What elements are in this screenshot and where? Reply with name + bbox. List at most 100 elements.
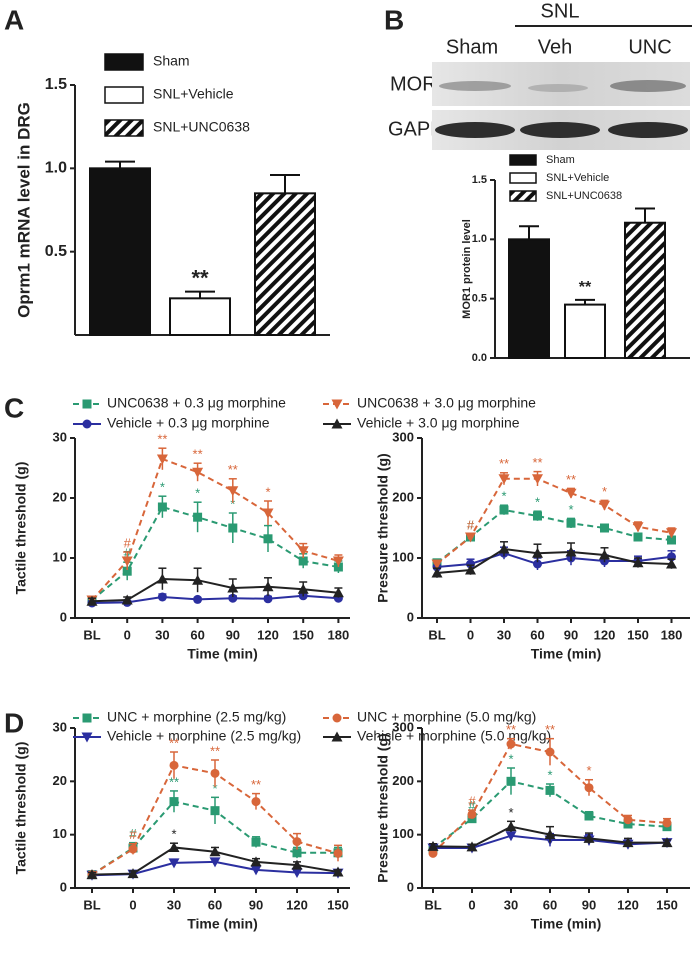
marker	[227, 582, 239, 593]
annotation: **	[191, 265, 209, 290]
blot-image	[432, 62, 690, 150]
y-tick-label: 100	[392, 549, 414, 564]
marker	[332, 587, 344, 598]
marker	[250, 865, 262, 876]
legend-label: SNL+UNC0638	[153, 119, 250, 135]
marker	[498, 474, 510, 485]
marker	[584, 811, 594, 821]
annotation: *	[501, 489, 506, 504]
x-tick-label: 30	[167, 897, 181, 912]
legend-label: Vehicle + 3.0 μg morphine	[357, 415, 520, 431]
y-tick-label: 0	[407, 879, 414, 894]
marker	[583, 832, 595, 843]
marker	[599, 549, 610, 560]
marker	[192, 467, 204, 478]
marker	[505, 821, 517, 832]
panel-letter: B	[384, 4, 404, 35]
annotation: *	[586, 763, 591, 778]
x-tick-label: 150	[627, 627, 649, 642]
marker	[298, 556, 308, 566]
annotation: *	[212, 781, 217, 796]
x-tick-label: 0	[467, 627, 474, 642]
y-tick-label: 100	[392, 826, 414, 841]
x-tick-label: BL	[83, 897, 100, 912]
bar	[564, 303, 606, 360]
annotation: **	[251, 777, 261, 792]
marker	[210, 768, 220, 778]
marker	[545, 747, 555, 757]
x-tick-label: 150	[327, 897, 349, 912]
annotation: **	[545, 722, 555, 737]
annotation: *	[535, 495, 540, 510]
legend-label: SNL+Vehicle	[546, 172, 609, 184]
legend-label: UNC + morphine (5.0 mg/kg)	[357, 709, 536, 725]
x-tick-label: 90	[564, 627, 578, 642]
marker	[533, 559, 542, 569]
x-tick-label: 60	[530, 627, 544, 642]
marker	[533, 511, 542, 521]
x-tick-label: BL	[424, 897, 441, 912]
marker	[169, 797, 179, 807]
lane-label: UNC	[628, 36, 671, 58]
marker	[467, 809, 477, 819]
y-tick-label: 10	[53, 549, 67, 564]
annotation: #	[129, 827, 137, 842]
bar	[169, 297, 231, 337]
marker	[193, 594, 203, 604]
annotation: **	[579, 279, 592, 296]
marker	[292, 848, 302, 858]
marker	[332, 556, 344, 567]
y-tick-label: 0.5	[45, 243, 67, 260]
marker	[545, 785, 555, 795]
x-tick-label: 30	[497, 627, 511, 642]
y-tick-label: 300	[392, 429, 414, 444]
y-tick-label: 300	[392, 719, 414, 734]
x-tick-label: 30	[504, 897, 518, 912]
marker	[505, 831, 517, 842]
x-tick-label: 0	[124, 627, 131, 642]
bar	[89, 167, 151, 336]
legend-label: Sham	[546, 154, 575, 166]
y-axis-label: Oprm1 mRNA level in DRG	[14, 102, 33, 318]
marker	[121, 556, 133, 567]
annotation: #	[468, 798, 476, 813]
annotation: *	[508, 805, 513, 820]
x-tick-label: 60	[190, 627, 204, 642]
marker	[121, 594, 133, 605]
marker	[251, 797, 261, 807]
legend-label: SNL+Vehicle	[153, 86, 234, 102]
annotation: *	[171, 827, 176, 842]
marker	[506, 776, 516, 786]
annotation: *	[508, 751, 513, 766]
marker	[156, 573, 168, 584]
marker	[506, 739, 516, 749]
annotation: #	[467, 517, 475, 532]
y-tick-label: 200	[392, 773, 414, 788]
y-tick-label: 30	[53, 719, 67, 734]
marker	[169, 760, 179, 770]
marker	[428, 848, 438, 858]
marker	[251, 837, 261, 847]
y-tick-label: 1.0	[472, 233, 487, 245]
y-axis-label: MOR1 protein level	[461, 219, 473, 319]
marker	[291, 868, 303, 879]
x-tick-label: 120	[257, 627, 279, 642]
y-axis-label: Tactile threshold (g)	[13, 462, 29, 595]
marker	[168, 858, 180, 869]
annotation: **	[532, 455, 542, 470]
marker	[156, 454, 168, 465]
marker	[297, 546, 309, 557]
marker	[128, 844, 138, 854]
x-tick-label: 90	[582, 897, 596, 912]
annotation: **	[210, 743, 220, 758]
x-tick-label: 120	[594, 627, 616, 642]
legend-label: UNC0638 + 3.0 μg morphine	[357, 395, 536, 411]
legend-label: SNL+UNC0638	[546, 190, 622, 202]
marker	[297, 583, 309, 594]
annotation: *	[230, 496, 235, 511]
bar	[254, 192, 316, 336]
x-tick-label: 0	[129, 897, 136, 912]
marker	[466, 559, 475, 569]
marker	[465, 532, 476, 543]
annotation: #	[467, 517, 475, 532]
